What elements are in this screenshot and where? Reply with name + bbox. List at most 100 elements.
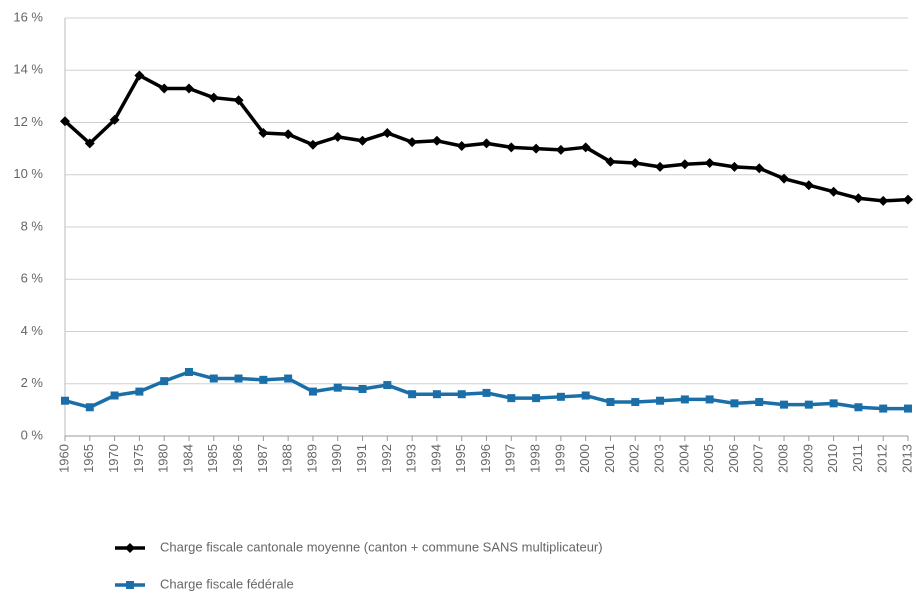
data-point [109, 114, 120, 125]
data-point [358, 384, 367, 393]
y-tick-label: 4 % [21, 323, 44, 338]
data-point [457, 390, 466, 399]
x-tick-label: 1989 [304, 444, 319, 473]
data-point [85, 403, 94, 412]
data-point [655, 161, 666, 172]
data-point [482, 388, 491, 397]
data-point [580, 142, 591, 153]
data-point [705, 395, 714, 404]
x-tick-label: 1994 [428, 444, 443, 473]
data-point [507, 394, 516, 403]
data-point [829, 399, 838, 408]
y-tick-label: 12 % [13, 114, 43, 129]
x-tick-label: 1984 [180, 444, 195, 473]
y-tick-label: 8 % [21, 218, 44, 233]
data-point [506, 142, 517, 153]
series-line [63, 73, 909, 203]
legend-marker [125, 543, 135, 553]
x-tick-label: 2001 [602, 444, 617, 473]
x-tick-label: 2007 [751, 444, 766, 473]
data-point [854, 403, 863, 412]
x-tick-label: 1999 [552, 444, 567, 473]
data-point [456, 141, 467, 152]
x-tick-label: 1970 [106, 444, 121, 473]
data-point [581, 391, 590, 400]
data-point [878, 195, 889, 206]
data-point [556, 392, 565, 401]
x-tick-label: 2011 [850, 444, 865, 472]
data-point [60, 116, 70, 127]
x-tick-label: 2010 [825, 444, 840, 473]
data-point [804, 400, 813, 409]
data-point [382, 127, 393, 138]
x-tick-label: 1998 [528, 444, 543, 473]
x-tick-label: 1992 [379, 444, 394, 473]
data-point [680, 395, 689, 404]
data-point [828, 186, 839, 197]
x-tick-label: 2005 [701, 444, 716, 473]
x-tick-label: 1985 [205, 444, 220, 473]
data-point [209, 374, 218, 383]
data-point [160, 377, 169, 386]
legend-marker [126, 581, 134, 589]
x-tick-label: 1988 [280, 444, 295, 473]
x-tick-label: 2004 [676, 444, 691, 473]
x-tick-label: 1993 [404, 444, 419, 473]
x-tick-label: 1986 [230, 444, 245, 473]
x-tick-label: 2008 [775, 444, 790, 473]
x-tick-label: 1980 [156, 444, 171, 473]
data-point [555, 144, 566, 155]
x-tick-label: 2006 [726, 444, 741, 473]
data-point [754, 163, 765, 174]
data-point [679, 159, 690, 170]
data-point [357, 135, 368, 146]
data-point [110, 391, 119, 400]
y-tick-label: 0 % [21, 427, 44, 442]
x-tick-label: 2003 [651, 444, 666, 473]
data-point [407, 137, 418, 148]
y-tick-label: 14 % [13, 62, 43, 77]
legend-label: Charge fiscale fédérale [160, 576, 294, 591]
x-tick-label: 1990 [329, 444, 344, 473]
x-tick-label: 1987 [255, 444, 270, 473]
data-point [431, 135, 442, 146]
data-point [332, 131, 343, 142]
x-tick-label: 1975 [131, 444, 146, 473]
y-tick-label: 10 % [13, 166, 43, 181]
data-point [159, 83, 170, 94]
data-point [779, 173, 790, 184]
data-point [730, 399, 739, 408]
x-tick-label: 1997 [503, 444, 518, 473]
data-point [630, 157, 641, 168]
data-point [408, 390, 417, 399]
data-point [803, 180, 814, 191]
data-point [532, 394, 541, 403]
data-point [605, 156, 616, 167]
data-point [606, 398, 615, 407]
x-tick-label: 2000 [577, 444, 592, 473]
data-point [135, 387, 144, 396]
data-point [333, 383, 342, 392]
x-tick-label: 1996 [478, 444, 493, 473]
data-point [481, 138, 492, 149]
data-point [284, 374, 293, 383]
data-point [258, 127, 269, 138]
data-point [183, 83, 194, 94]
y-tick-label: 16 % [13, 9, 43, 24]
data-point [656, 396, 665, 405]
x-tick-label: 1995 [453, 444, 468, 473]
data-point [903, 194, 913, 205]
data-point [904, 404, 912, 413]
data-point [61, 396, 69, 405]
x-tick-label: 2009 [800, 444, 815, 473]
data-point [233, 95, 244, 106]
data-point [234, 374, 243, 383]
data-point [531, 143, 542, 154]
data-point [283, 129, 294, 140]
x-tick-label: 2013 [899, 444, 914, 473]
x-tick-label: 1960 [56, 444, 71, 473]
legend-label: Charge fiscale cantonale moyenne (canton… [160, 539, 603, 554]
x-tick-label: 2012 [875, 444, 890, 473]
data-point [307, 139, 318, 150]
y-tick-label: 2 % [21, 375, 44, 390]
